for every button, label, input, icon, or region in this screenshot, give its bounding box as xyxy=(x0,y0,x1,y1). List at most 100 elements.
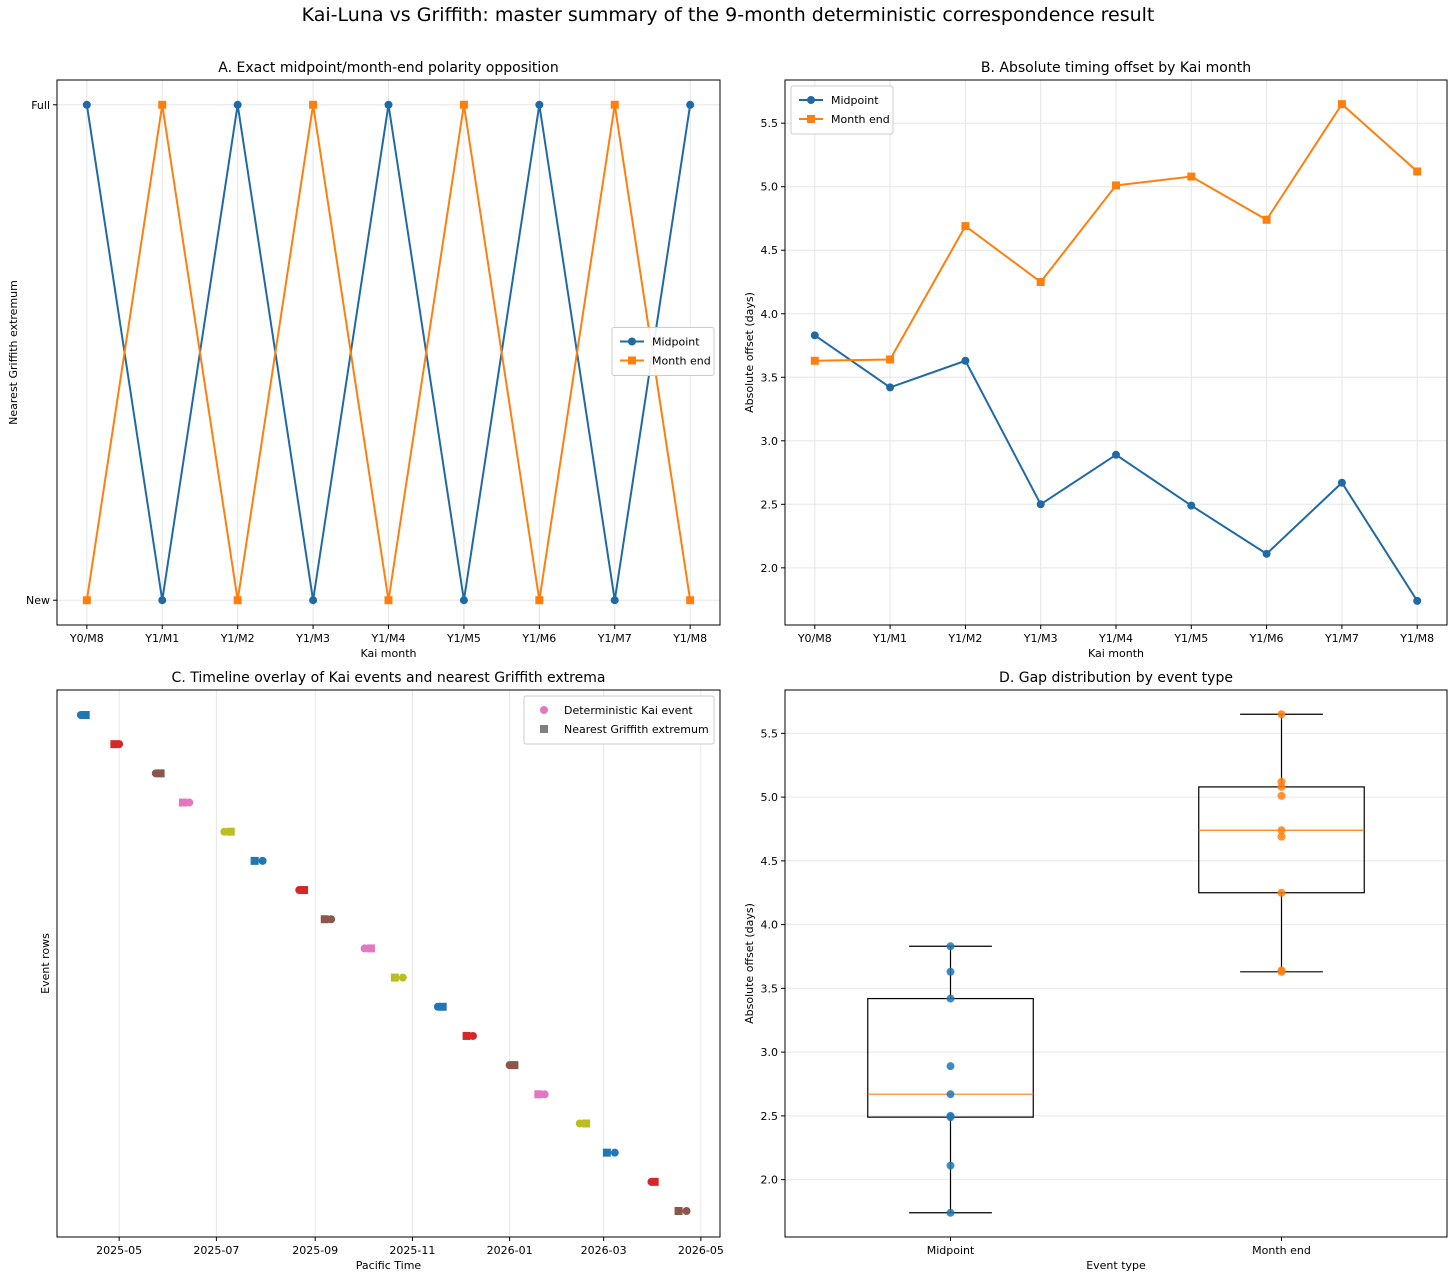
x-tick-label: Y1/M6 xyxy=(521,632,556,645)
panel-A: Y0/M8 Y1/M1 Y1/M2 Y1/M3 Y1/M4 Y1/M5 Y1/M6 Y1/M7… xyxy=(7,60,721,660)
data-point xyxy=(961,222,970,231)
data-point xyxy=(1112,450,1120,459)
x-tick-label: Y1/M6 xyxy=(1249,632,1284,645)
x-tick-label: Y1/M1 xyxy=(872,632,907,645)
data-point xyxy=(158,596,167,605)
legend-label: Midpoint xyxy=(652,336,700,349)
kai-event-point xyxy=(575,1119,584,1128)
kai-event-point xyxy=(327,915,336,924)
observation-point xyxy=(946,994,955,1003)
data-point xyxy=(1413,167,1422,176)
griffith-extremum-point xyxy=(226,827,235,836)
kai-event-point xyxy=(185,798,194,807)
x-tick-label: Y0/M8 xyxy=(797,632,832,645)
observation-point xyxy=(946,1208,955,1217)
y-axis-label-C: Event rows xyxy=(39,933,52,994)
x-tick-label: Month end xyxy=(1252,1244,1311,1257)
figure-title: Kai-Luna vs Griffith: master summary of … xyxy=(301,4,1155,26)
x-tick-label: 2025-05 xyxy=(96,1244,142,1257)
observation-point xyxy=(1277,777,1286,786)
data-point xyxy=(309,596,318,605)
griffith-extremum-point xyxy=(320,915,329,924)
data-point xyxy=(535,100,544,109)
data-point xyxy=(384,100,393,109)
box-midpoint xyxy=(867,997,1034,1118)
data-point xyxy=(886,355,895,364)
data-point xyxy=(1036,277,1045,286)
y-tick-label: 2.5 xyxy=(761,1110,779,1123)
panel-title-B: B. Absolute timing offset by Kai month xyxy=(981,60,1251,76)
x-axis-label-B: Kai month xyxy=(1088,647,1144,660)
y-tick-label: New xyxy=(26,594,50,607)
kai-event-point xyxy=(540,1090,549,1099)
griffith-extremum-point xyxy=(110,740,119,749)
griffith-extremum-point xyxy=(178,798,187,807)
panel-title-C: C. Timeline overlay of Kai events and ne… xyxy=(172,670,606,686)
y-tick-label: 3.0 xyxy=(761,435,779,448)
data-point xyxy=(1413,596,1422,605)
panel-title-D: D. Gap distribution by event type xyxy=(999,670,1233,686)
kai-event-point xyxy=(610,1148,619,1157)
x-tick-label: Y1/M4 xyxy=(371,632,406,645)
data-point xyxy=(1187,172,1196,181)
legend-box-A xyxy=(611,327,715,376)
data-point xyxy=(686,100,695,109)
y-tick-label: Full xyxy=(31,99,50,112)
data-point xyxy=(610,596,619,605)
observation-point xyxy=(1277,791,1286,800)
observation-point xyxy=(946,1062,955,1071)
y-tick-label: 5.0 xyxy=(761,181,779,194)
data-point xyxy=(810,331,819,340)
data-point xyxy=(459,596,468,605)
y-axis-label-D: Absolute offset (days) xyxy=(743,903,756,1024)
kai-event-point xyxy=(360,944,369,953)
data-point xyxy=(82,100,91,109)
data-point xyxy=(1036,500,1045,509)
data-point xyxy=(158,100,167,109)
data-point xyxy=(886,383,895,392)
observation-point xyxy=(946,1161,955,1170)
griffith-extremum-point xyxy=(156,769,165,778)
data-point xyxy=(535,596,544,605)
data-point xyxy=(1337,478,1346,487)
legend-marker xyxy=(628,337,636,346)
observation-point xyxy=(1277,826,1286,835)
panel-C: 2025-05 2025-07 2025-09 2025-11 2026-01 2026-… xyxy=(39,670,724,1272)
data-point xyxy=(309,100,318,109)
griffith-extremum-point xyxy=(390,973,399,982)
data-point xyxy=(961,356,970,365)
plot-frame-B xyxy=(784,79,1448,626)
x-tick-label: Y1/M4 xyxy=(1098,632,1133,645)
legend-marker xyxy=(540,725,548,733)
data-point xyxy=(1337,100,1346,109)
x-tick-label: Midpoint xyxy=(927,1244,975,1257)
griffith-extremum-point xyxy=(582,1119,591,1128)
plot-frame-C xyxy=(56,689,721,1238)
observation-point xyxy=(1277,710,1286,719)
legend-marker xyxy=(540,706,548,714)
y-axis-label-A: Nearest Griffith extremum xyxy=(7,280,20,425)
x-tick-label: 2025-11 xyxy=(389,1244,435,1257)
y-tick-label: 3.5 xyxy=(761,371,779,384)
data-point xyxy=(686,596,695,605)
x-tick-label: Y1/M2 xyxy=(947,632,982,645)
data-point xyxy=(459,100,468,109)
griffith-extremum-point xyxy=(250,856,259,865)
kai-event-point xyxy=(398,973,407,982)
data-point xyxy=(384,596,393,605)
legend-box-B xyxy=(790,85,894,135)
legend-marker xyxy=(628,356,636,365)
legend-label: Month end xyxy=(831,113,890,126)
y-tick-label: 2.0 xyxy=(761,1174,779,1187)
kai-event-point xyxy=(468,1031,477,1040)
kai-event-point xyxy=(258,856,267,865)
kai-event-point xyxy=(220,827,229,836)
data-point xyxy=(233,596,242,605)
observation-point xyxy=(1277,832,1286,841)
x-tick-label: Y1/M3 xyxy=(295,632,330,645)
x-tick-label: Y1/M1 xyxy=(144,632,179,645)
legend-box-C xyxy=(523,695,715,745)
x-tick-label: Y1/M3 xyxy=(1023,632,1058,645)
y-axis-label-B: Absolute offset (days) xyxy=(743,292,756,413)
